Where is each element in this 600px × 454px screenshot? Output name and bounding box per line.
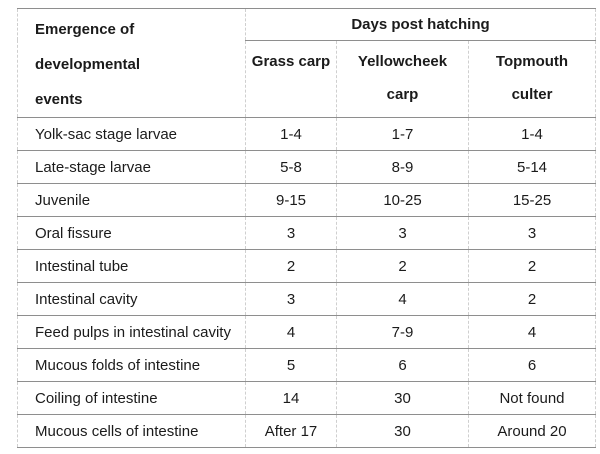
column-header-grass-carp: Grass carp bbox=[245, 39, 337, 119]
cell-value: 3 bbox=[245, 216, 337, 250]
cell-value: 2 bbox=[336, 249, 469, 283]
cell-value: 3 bbox=[468, 216, 596, 250]
cell-value: 2 bbox=[245, 249, 337, 283]
row-label: Juvenile bbox=[17, 183, 246, 217]
cell-value: 1-7 bbox=[336, 117, 469, 151]
row-label: Coiling of intestine bbox=[17, 381, 246, 415]
table-row: Oral fissure 3 3 3 bbox=[17, 216, 596, 250]
table-row: Mucous folds of intestine 5 6 6 bbox=[17, 348, 596, 382]
row-label: Mucous folds of intestine bbox=[17, 348, 246, 382]
cell-value: 14 bbox=[245, 381, 337, 415]
table-row: Mucous cells of intestine After 17 30 Ar… bbox=[17, 414, 596, 448]
row-label: Yolk-sac stage larvae bbox=[17, 117, 246, 151]
table-row: Feed pulps in intestinal cavity 4 7-9 4 bbox=[17, 315, 596, 349]
table-row: Intestinal cavity 3 4 2 bbox=[17, 282, 596, 316]
cell-value: 5-14 bbox=[468, 150, 596, 184]
row-label: Feed pulps in intestinal cavity bbox=[17, 315, 246, 349]
cell-value: 15-25 bbox=[468, 183, 596, 217]
table-row: Late-stage larvae 5-8 8-9 5-14 bbox=[17, 150, 596, 184]
cell-value: 1-4 bbox=[468, 117, 596, 151]
cell-value: 30 bbox=[336, 414, 469, 448]
cell-value: 3 bbox=[245, 282, 337, 316]
row-label: Mucous cells of intestine bbox=[17, 414, 246, 448]
header-row-span: Emergence of developmental events Days p… bbox=[17, 8, 596, 118]
cell-value: 2 bbox=[468, 249, 596, 283]
cell-value: 2 bbox=[468, 282, 596, 316]
cell-value: 4 bbox=[336, 282, 469, 316]
cell-value: Not found bbox=[468, 381, 596, 415]
header-row-species: Grass carp Yellowcheek carp Topmouth cul… bbox=[18, 39, 596, 119]
cell-value: After 17 bbox=[245, 414, 337, 448]
cell-value: 7-9 bbox=[336, 315, 469, 349]
cell-value: 6 bbox=[336, 348, 469, 382]
cell-value: 4 bbox=[468, 315, 596, 349]
table-row: Yolk-sac stage larvae 1-4 1-7 1-4 bbox=[17, 117, 596, 151]
cell-value: 6 bbox=[468, 348, 596, 382]
row-label: Late-stage larvae bbox=[17, 150, 246, 184]
cell-value: 30 bbox=[336, 381, 469, 415]
table-row: Juvenile 9-15 10-25 15-25 bbox=[17, 183, 596, 217]
cell-value: 5 bbox=[245, 348, 337, 382]
row-label: Oral fissure bbox=[17, 216, 246, 250]
column-header-yellowcheek-carp: Yellowcheek carp bbox=[336, 39, 469, 119]
cell-value: Around 20 bbox=[468, 414, 596, 448]
row-label: Intestinal tube bbox=[17, 249, 246, 283]
developmental-events-table: Emergence of developmental events Days p… bbox=[17, 8, 596, 448]
corner-header-emergence-of-developmental-events: Emergence of developmental events bbox=[17, 8, 246, 118]
table-row: Intestinal tube 2 2 2 bbox=[17, 249, 596, 283]
row-label: Intestinal cavity bbox=[17, 282, 246, 316]
cell-value: 5-8 bbox=[245, 150, 337, 184]
column-header-topmouth-culter: Topmouth culter bbox=[468, 39, 596, 119]
cell-value: 1-4 bbox=[245, 117, 337, 151]
cell-value: 8-9 bbox=[336, 150, 469, 184]
span-header-days-post-hatching: Days post hatching bbox=[245, 8, 596, 41]
table-row: Coiling of intestine 14 30 Not found bbox=[17, 381, 596, 415]
cell-value: 3 bbox=[336, 216, 469, 250]
cell-value: 9-15 bbox=[245, 183, 337, 217]
cell-value: 4 bbox=[245, 315, 337, 349]
cell-value: 10-25 bbox=[336, 183, 469, 217]
